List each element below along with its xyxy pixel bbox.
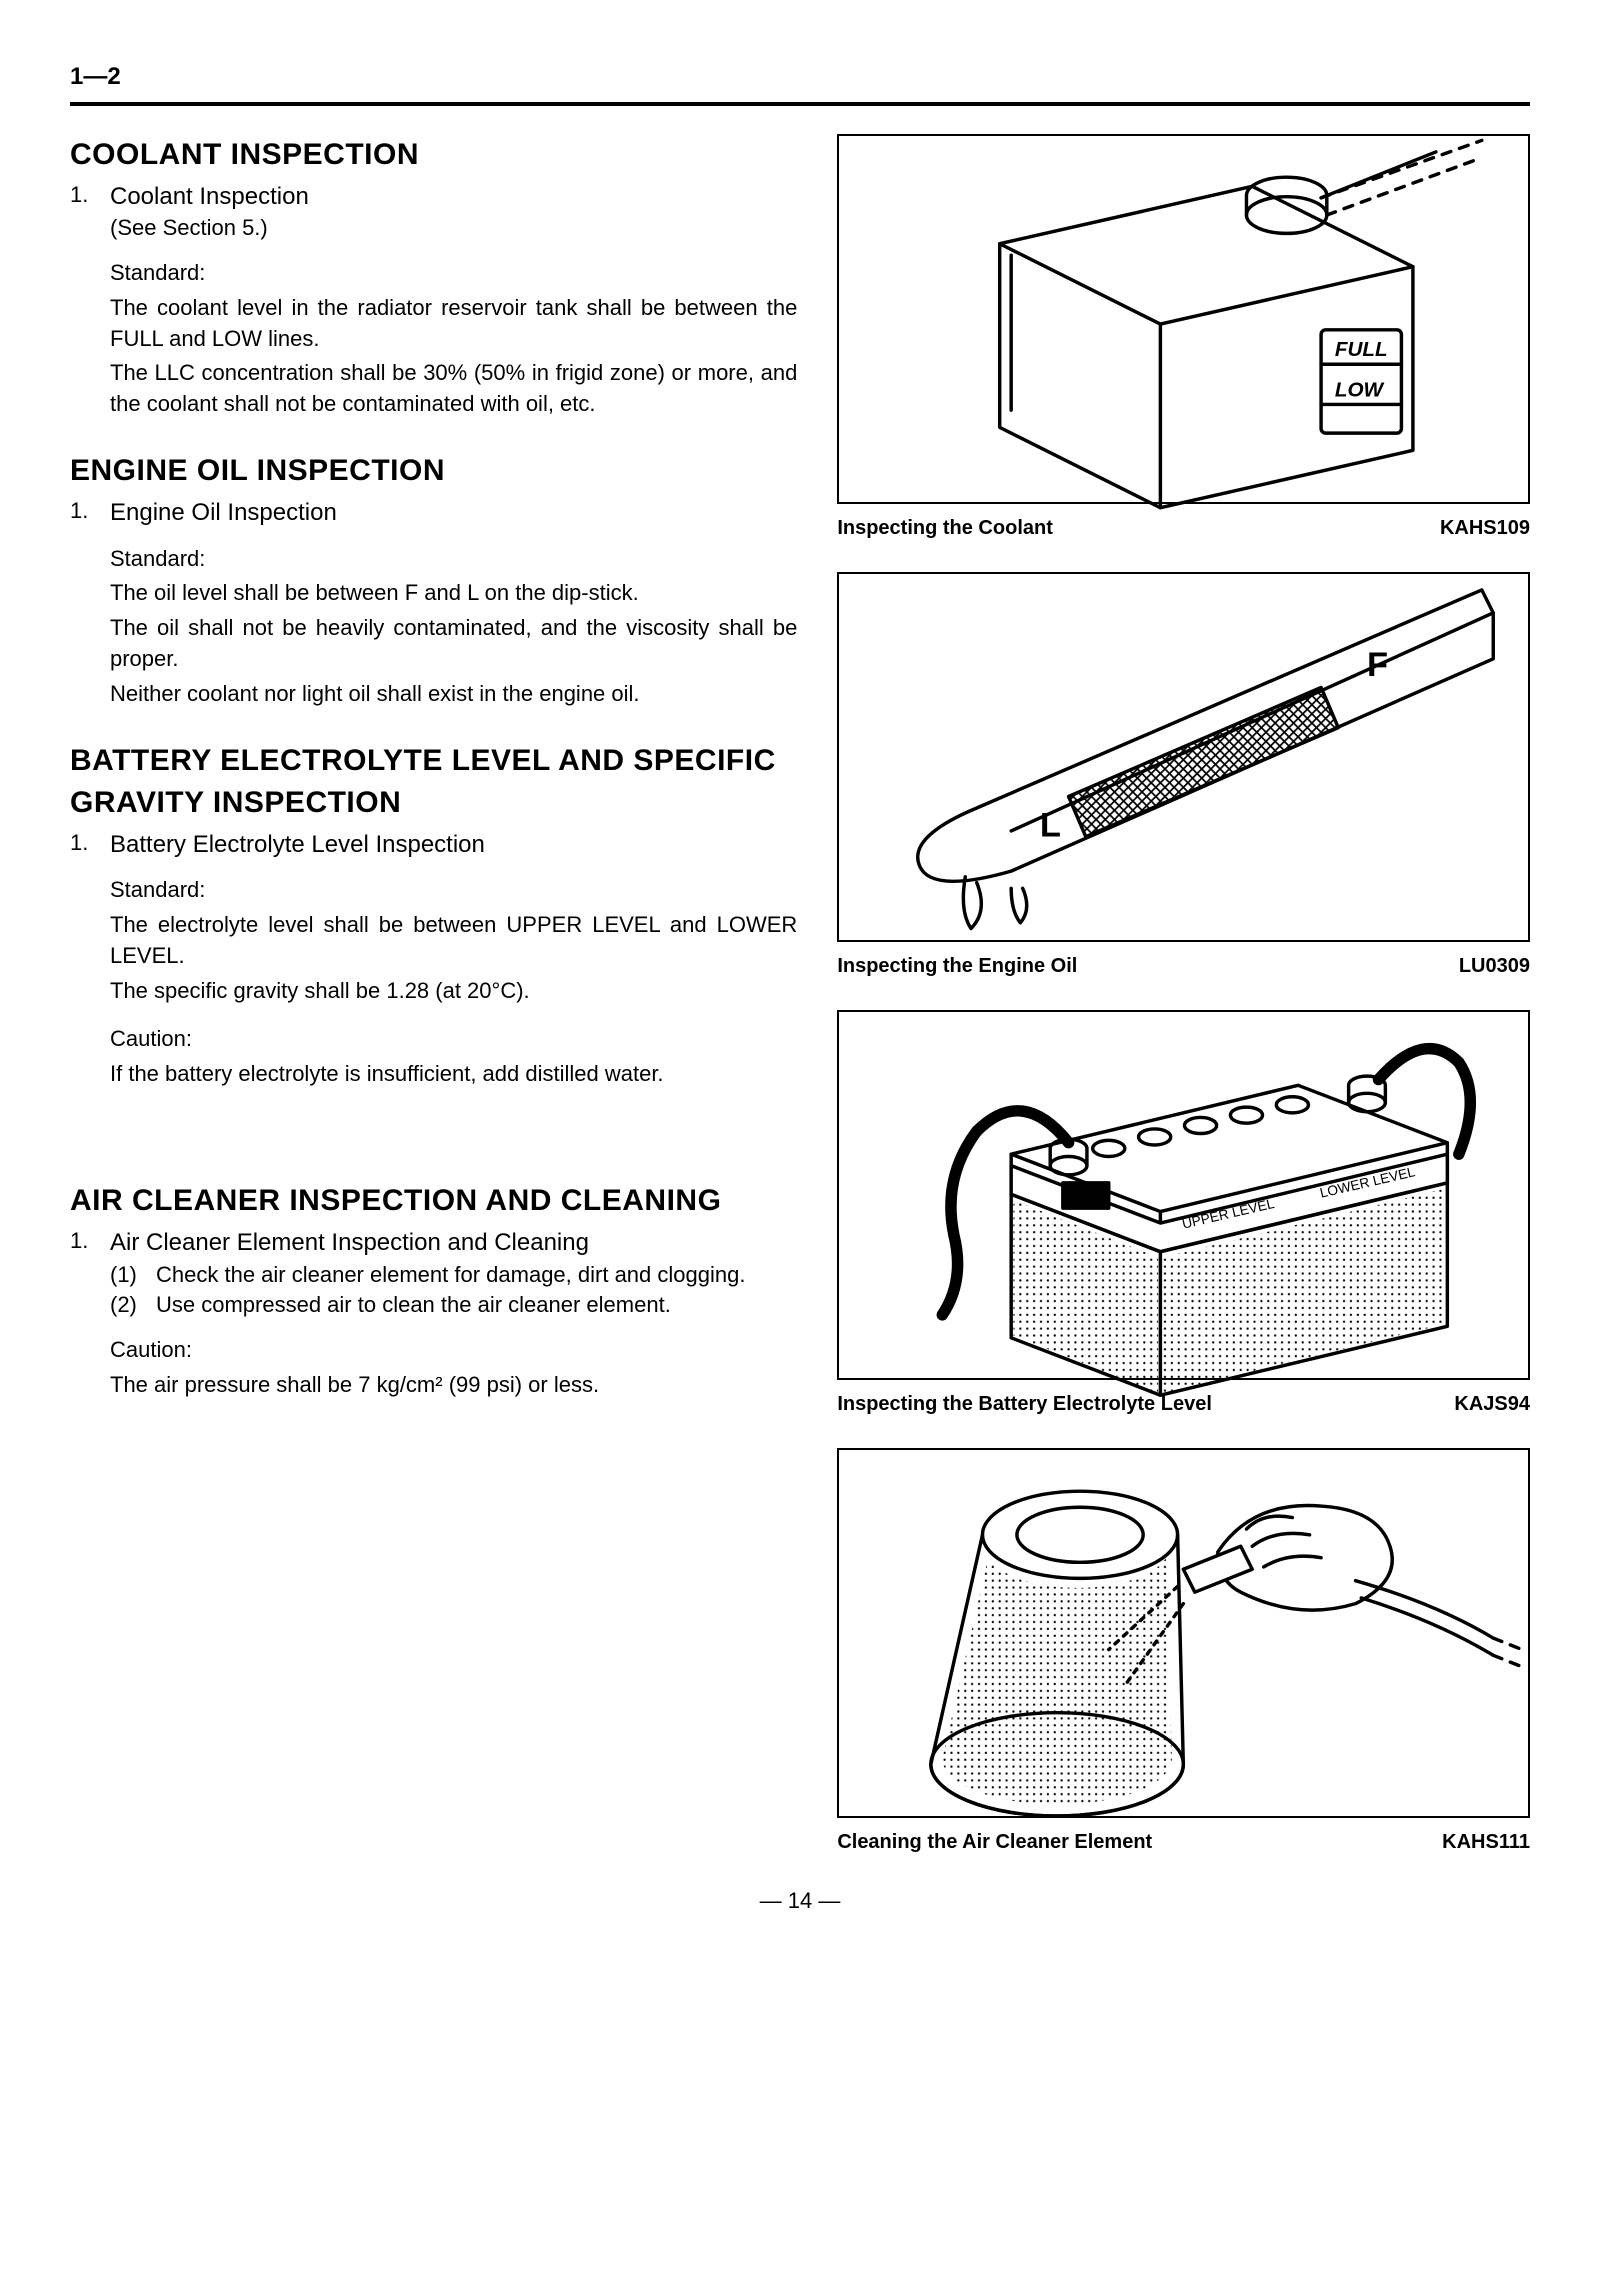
content-columns: COOLANT INSPECTION 1. Coolant Inspection… <box>70 134 1530 1856</box>
air-item-title: Air Cleaner Element Inspection and Clean… <box>110 1226 797 1260</box>
step-text: Use compressed air to clean the air clea… <box>156 1290 797 1321</box>
list-number: 1. <box>70 180 92 244</box>
battery-standard: Standard: The electrolyte level shall be… <box>110 875 797 1090</box>
air-step-1: (1) Check the air cleaner element for da… <box>110 1260 797 1291</box>
left-column: COOLANT INSPECTION 1. Coolant Inspection… <box>70 134 797 1856</box>
dipstick-icon: F L <box>839 544 1528 969</box>
air-caution-p1: The air pressure shall be 7 kg/cm² (99 p… <box>110 1370 797 1401</box>
page-footer: — 14 — <box>70 1886 1530 1917</box>
list-number: 1. <box>70 828 92 862</box>
full-label: FULL <box>1335 338 1388 361</box>
caution-label: Caution: <box>110 1024 797 1055</box>
coolant-std-p2: The LLC concentration shall be 30% (50% … <box>110 358 797 420</box>
low-label: LOW <box>1335 379 1385 402</box>
battery-item-title: Battery Electrolyte Level Inspection <box>110 828 797 862</box>
caption-code: LU0309 <box>1459 952 1530 980</box>
oil-item: 1. Engine Oil Inspection <box>70 496 797 530</box>
oil-std-p3: Neither coolant nor light oil shall exis… <box>110 679 797 710</box>
f-label: F <box>1367 646 1388 684</box>
standard-label: Standard: <box>110 875 797 906</box>
battery-icon: UPPER LEVEL LOWER LEVEL <box>839 982 1528 1407</box>
figure-coolant: FULL LOW <box>837 134 1530 504</box>
step-number: (1) <box>110 1260 142 1291</box>
page-header: 1—2 <box>70 60 1530 106</box>
coolant-item: 1. Coolant Inspection (See Section 5.) <box>70 180 797 244</box>
air-cleaner-icon <box>839 1420 1528 1845</box>
caption-text: Cleaning the Air Cleaner Element <box>837 1828 1152 1856</box>
standard-label: Standard: <box>110 544 797 575</box>
list-number: 1. <box>70 496 92 530</box>
list-number: 1. <box>70 1226 92 1321</box>
figure-battery: UPPER LEVEL LOWER LEVEL <box>837 1010 1530 1380</box>
air-step-2: (2) Use compressed air to clean the air … <box>110 1290 797 1321</box>
caption-text: Inspecting the Battery Electrolyte Level <box>837 1390 1212 1418</box>
caption-text: Inspecting the Engine Oil <box>837 952 1077 980</box>
coolant-std-p1: The coolant level in the radiator reserv… <box>110 293 797 355</box>
coolant-item-title: Coolant Inspection <box>110 180 797 214</box>
air-item: 1. Air Cleaner Element Inspection and Cl… <box>70 1226 797 1321</box>
caption-code: KAHS111 <box>1442 1828 1530 1856</box>
air-caution: Caution: The air pressure shall be 7 kg/… <box>110 1335 797 1401</box>
figure-air <box>837 1448 1530 1818</box>
oil-title: ENGINE OIL INSPECTION <box>70 450 797 492</box>
l-label: L <box>1040 807 1061 845</box>
coolant-see: (See Section 5.) <box>110 213 797 244</box>
battery-title: BATTERY ELECTROLYTE LEVEL AND SPECIFIC G… <box>70 740 797 824</box>
caution-label: Caution: <box>110 1335 797 1366</box>
battery-std-p1: The electrolyte level shall be between U… <box>110 910 797 972</box>
coolant-title: COOLANT INSPECTION <box>70 134 797 176</box>
oil-std-p2: The oil shall not be heavily contaminate… <box>110 613 797 675</box>
battery-std-p2: The specific gravity shall be 1.28 (at 2… <box>110 976 797 1007</box>
caption-code: KAHS109 <box>1440 514 1530 542</box>
figure-oil: F L <box>837 572 1530 942</box>
coolant-tank-icon: FULL LOW <box>839 106 1528 531</box>
step-number: (2) <box>110 1290 142 1321</box>
battery-item: 1. Battery Electrolyte Level Inspection <box>70 828 797 862</box>
oil-standard: Standard: The oil level shall be between… <box>110 544 797 710</box>
oil-item-title: Engine Oil Inspection <box>110 496 797 530</box>
caption-text: Inspecting the Coolant <box>837 514 1053 542</box>
air-title: AIR CLEANER INSPECTION AND CLEANING <box>70 1180 797 1222</box>
coolant-standard: Standard: The coolant level in the radia… <box>110 258 797 420</box>
right-column: FULL LOW Inspecting the Coolant KAHS109 <box>837 134 1530 1856</box>
standard-label: Standard: <box>110 258 797 289</box>
battery-caution-p1: If the battery electrolyte is insufficie… <box>110 1059 797 1090</box>
caption-code: KAJS94 <box>1454 1390 1530 1418</box>
step-text: Check the air cleaner element for da­mag… <box>156 1260 797 1291</box>
oil-std-p1: The oil level shall be between F and L o… <box>110 578 797 609</box>
